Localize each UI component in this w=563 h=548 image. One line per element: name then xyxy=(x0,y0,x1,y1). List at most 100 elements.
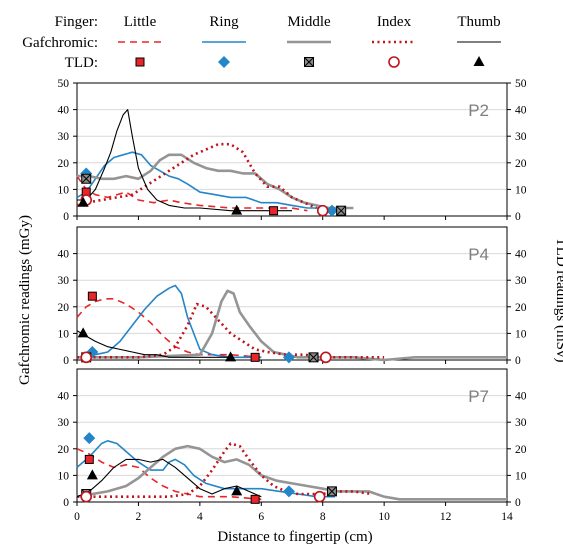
series-thumb xyxy=(77,109,292,212)
tld-marker-ring-diamond xyxy=(83,432,96,445)
y-tick-right-10: 10 xyxy=(515,184,527,196)
tld-marker-middle-cross xyxy=(81,173,92,184)
tld-marker-little-square xyxy=(84,454,94,464)
series-little xyxy=(76,448,262,501)
legend-finger-index: Index xyxy=(377,14,412,30)
x-axis-label: Distance to fingertip (cm) xyxy=(217,529,372,545)
legend-marker-ring xyxy=(218,56,230,68)
y-tick-left-30: 30 xyxy=(58,275,70,287)
tld-marker-index-circle xyxy=(80,490,93,503)
y-tick-right-50: 50 xyxy=(515,78,527,90)
tld-marker-middle xyxy=(308,352,319,363)
legend-row-label-tld: TLD: xyxy=(65,55,98,71)
panel-frame xyxy=(76,82,508,217)
y-tick-left-0: 0 xyxy=(63,497,69,509)
y-axis-label-right: TLD readings (mSv) xyxy=(553,238,563,363)
y-tick-right-30: 30 xyxy=(515,417,527,429)
y-tick-left-20: 20 xyxy=(58,302,70,314)
y-tick-left-50: 50 xyxy=(58,78,70,90)
tld-marker-thumb-triangle xyxy=(231,485,243,496)
x-tick-4: 4 xyxy=(197,511,203,523)
tld-marker-index-circle xyxy=(319,351,332,364)
y-tick-left-10: 10 xyxy=(58,470,70,482)
tld-marker-thumb xyxy=(77,196,89,207)
tld-marker-ring xyxy=(282,485,295,498)
tld-marker-thumb xyxy=(231,204,243,215)
legend-marker-thumb xyxy=(473,56,485,66)
tld-marker-thumb-triangle xyxy=(77,196,89,207)
tld-marker-little xyxy=(250,352,260,362)
series-index xyxy=(77,442,373,499)
legend-finger-ring: Ring xyxy=(209,14,239,30)
legend-marker-little xyxy=(135,57,145,67)
legend-row-label-finger: Finger: xyxy=(55,14,98,30)
series-index xyxy=(77,302,385,359)
panel-p4: 0 0 10 10 20 20 30 30 40 40 P4 xyxy=(58,226,527,367)
y-tick-right-40: 40 xyxy=(515,105,527,117)
tld-marker-index xyxy=(319,351,332,364)
legend-marker-index xyxy=(388,56,400,68)
tld-marker-index xyxy=(80,490,93,503)
x-tick-8: 8 xyxy=(320,511,326,523)
panel-title: P7 xyxy=(468,387,489,406)
tld-marker-little xyxy=(87,291,97,301)
legend-finger-middle: Middle xyxy=(287,14,331,30)
tld-marker-ring-diamond xyxy=(282,485,295,498)
tld-marker-middle-cross xyxy=(308,352,319,363)
y-tick-right-40: 40 xyxy=(515,249,527,261)
legend-marker-middle-cross xyxy=(304,57,314,67)
series-middle xyxy=(76,444,507,501)
tld-marker-little xyxy=(250,494,260,504)
y-tick-left-10: 10 xyxy=(58,328,70,340)
legend-marker-ring-diamond xyxy=(218,56,230,68)
legend-row-label-gafchromic: Gafchromic: xyxy=(22,35,98,51)
x-tick-2: 2 xyxy=(136,511,142,523)
tld-marker-little-square xyxy=(269,206,279,216)
y-tick-right-0: 0 xyxy=(515,211,521,223)
x-tick-0: 0 xyxy=(74,511,80,523)
y-tick-right-40: 40 xyxy=(515,391,527,403)
tld-marker-middle-cross xyxy=(327,486,337,497)
tld-marker-index xyxy=(313,490,326,503)
y-tick-right-0: 0 xyxy=(515,355,521,367)
tld-marker-thumb xyxy=(231,485,243,496)
legend-marker-index-circle xyxy=(388,56,400,68)
x-tick-12: 12 xyxy=(440,511,452,523)
y-tick-left-30: 30 xyxy=(58,417,70,429)
tld-marker-middle xyxy=(81,173,92,184)
tld-marker-thumb xyxy=(225,351,237,362)
y-tick-right-30: 30 xyxy=(515,131,527,143)
tld-marker-little-square xyxy=(87,291,97,301)
tld-marker-middle xyxy=(326,486,337,497)
legend-marker-thumb-triangle xyxy=(473,56,485,66)
y-tick-right-20: 20 xyxy=(515,302,527,314)
series-ring xyxy=(76,439,335,498)
y-tick-right-20: 20 xyxy=(515,158,527,170)
tld-marker-thumb-triangle xyxy=(231,204,243,215)
tld-marker-little xyxy=(269,206,279,216)
tld-marker-thumb-triangle xyxy=(86,469,98,480)
x-tick-14: 14 xyxy=(501,511,513,523)
legend-finger-thumb: Thumb xyxy=(457,14,500,30)
tld-marker-thumb-triangle xyxy=(225,351,237,362)
legend-marker-middle xyxy=(304,57,314,67)
tld-marker-index-circle xyxy=(80,351,93,364)
series-middle xyxy=(77,289,507,362)
y-tick-right-10: 10 xyxy=(515,328,527,340)
tld-marker-thumb xyxy=(77,327,89,338)
series-ring xyxy=(76,284,262,359)
legend-finger-little: Little xyxy=(124,14,157,30)
x-tick-10: 10 xyxy=(378,511,390,523)
tld-marker-thumb xyxy=(86,469,98,480)
y-axis-label-left: Gafchromic readings (mGy) xyxy=(17,215,33,385)
panel-title: P2 xyxy=(468,101,489,120)
tld-marker-ring xyxy=(83,432,96,445)
tld-marker-index xyxy=(80,351,93,364)
tld-marker-little-square xyxy=(250,494,260,504)
y-tick-left-0: 0 xyxy=(63,355,69,367)
tld-marker-little-square xyxy=(250,352,260,362)
y-tick-left-40: 40 xyxy=(58,249,70,261)
tld-marker-little xyxy=(84,454,94,464)
